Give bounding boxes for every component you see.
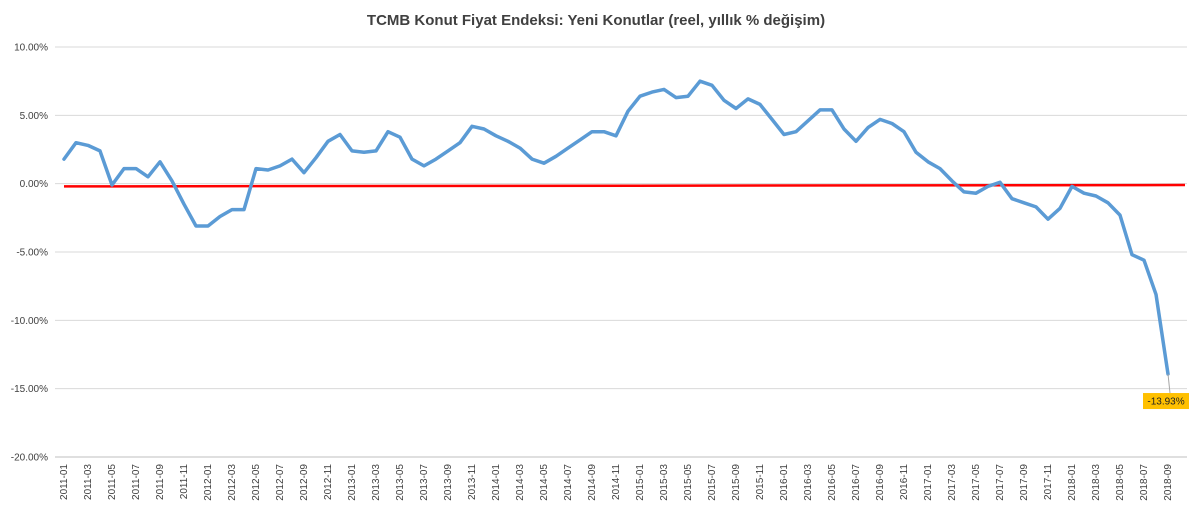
x-tick-label: 2011-03 xyxy=(83,464,94,500)
x-tick-label: 2013-03 xyxy=(371,464,382,501)
callout-box xyxy=(1143,393,1189,410)
x-tick-label: 2013-07 xyxy=(419,464,430,501)
x-tick-label: 2012-01 xyxy=(203,464,214,501)
x-tick-label: 2016-05 xyxy=(827,464,838,501)
x-tick-label: 2012-03 xyxy=(227,464,238,501)
x-tick-label: 2015-03 xyxy=(659,464,670,501)
x-tick-label: 2016-09 xyxy=(875,464,886,501)
x-tick-label: 2012-07 xyxy=(275,464,286,501)
y-tick-label: 10.00% xyxy=(14,43,48,54)
x-tick-label: 2018-03 xyxy=(1091,464,1102,501)
y-tick-label: 5.00% xyxy=(20,111,48,122)
x-tick-label: 2014-01 xyxy=(491,464,502,501)
x-tick-label: 2012-09 xyxy=(299,464,310,501)
value-callout: -13.93% xyxy=(1143,373,1189,410)
x-tick-label: 2014-09 xyxy=(587,464,598,501)
chart-title: TCMB Konut Fiyat Endeksi: Yeni Konutlar … xyxy=(367,12,825,29)
x-tick-label: 2016-03 xyxy=(803,464,814,501)
x-tick-label: 2015-09 xyxy=(731,464,742,501)
x-tick-label: 2017-05 xyxy=(971,464,982,501)
x-tick-label: 2013-01 xyxy=(347,464,358,501)
callout-leader-line xyxy=(1167,373,1171,394)
x-tick-label: 2016-11 xyxy=(899,464,910,500)
y-axis-tick-labels: 10.00% 5.00% 0.00% -5.00% -10.00% -15.00% -20.… xyxy=(11,43,48,464)
gridlines xyxy=(55,46,1187,458)
y-tick-label: -5.00% xyxy=(16,248,48,259)
y-tick-label: -10.00% xyxy=(11,316,48,327)
x-tick-label: 2011-07 xyxy=(131,464,142,500)
x-tick-label: 2013-11 xyxy=(467,464,478,500)
x-tick-label: 2011-05 xyxy=(107,464,118,500)
x-tick-label: 2017-03 xyxy=(947,464,958,501)
y-tick-label: 0.00% xyxy=(20,179,48,190)
y-tick-label: -15.00% xyxy=(11,384,48,395)
callout-label: -13.93% xyxy=(1147,397,1184,408)
x-tick-label: 2014-07 xyxy=(563,464,574,501)
x-tick-label: 2015-11 xyxy=(755,464,766,500)
x-tick-label: 2014-03 xyxy=(515,464,526,501)
x-tick-label: 2015-05 xyxy=(683,464,694,501)
x-tick-label: 2012-05 xyxy=(251,464,262,501)
x-tick-label: 2012-11 xyxy=(323,464,334,500)
x-tick-label: 2017-01 xyxy=(923,464,934,501)
x-tick-label: 2014-05 xyxy=(539,464,550,501)
zero-reference-line xyxy=(63,183,1186,188)
x-tick-label: 2016-01 xyxy=(779,464,790,501)
x-tick-label: 2018-01 xyxy=(1067,464,1078,501)
x-tick-label: 2013-09 xyxy=(443,464,454,501)
series-line xyxy=(62,79,1170,376)
x-tick-label: 2017-09 xyxy=(1019,464,1030,501)
x-tick-label: 2013-05 xyxy=(395,464,406,501)
y-tick-label: -20.00% xyxy=(11,453,48,464)
x-tick-label: 2018-05 xyxy=(1115,464,1126,501)
x-tick-label: 2016-07 xyxy=(851,464,862,501)
x-tick-label: 2015-01 xyxy=(635,464,646,501)
x-tick-label: 2017-07 xyxy=(995,464,1006,501)
x-tick-label: 2011-11 xyxy=(179,464,190,500)
x-tick-label: 2011-09 xyxy=(155,464,166,500)
x-tick-label: 2015-07 xyxy=(707,464,718,501)
x-tick-label: 2017-11 xyxy=(1043,464,1054,500)
data-points xyxy=(63,81,1169,375)
x-tick-label: 2014-11 xyxy=(611,464,622,500)
x-axis-tick-labels: 2011-01 2011-03 2011-05 2011-07 2011-09 2011-… xyxy=(59,464,1174,501)
x-tick-label: 2018-09 xyxy=(1163,464,1174,501)
x-tick-label: 2011-01 xyxy=(59,464,70,500)
x-tick-label: 2018-07 xyxy=(1139,464,1150,501)
